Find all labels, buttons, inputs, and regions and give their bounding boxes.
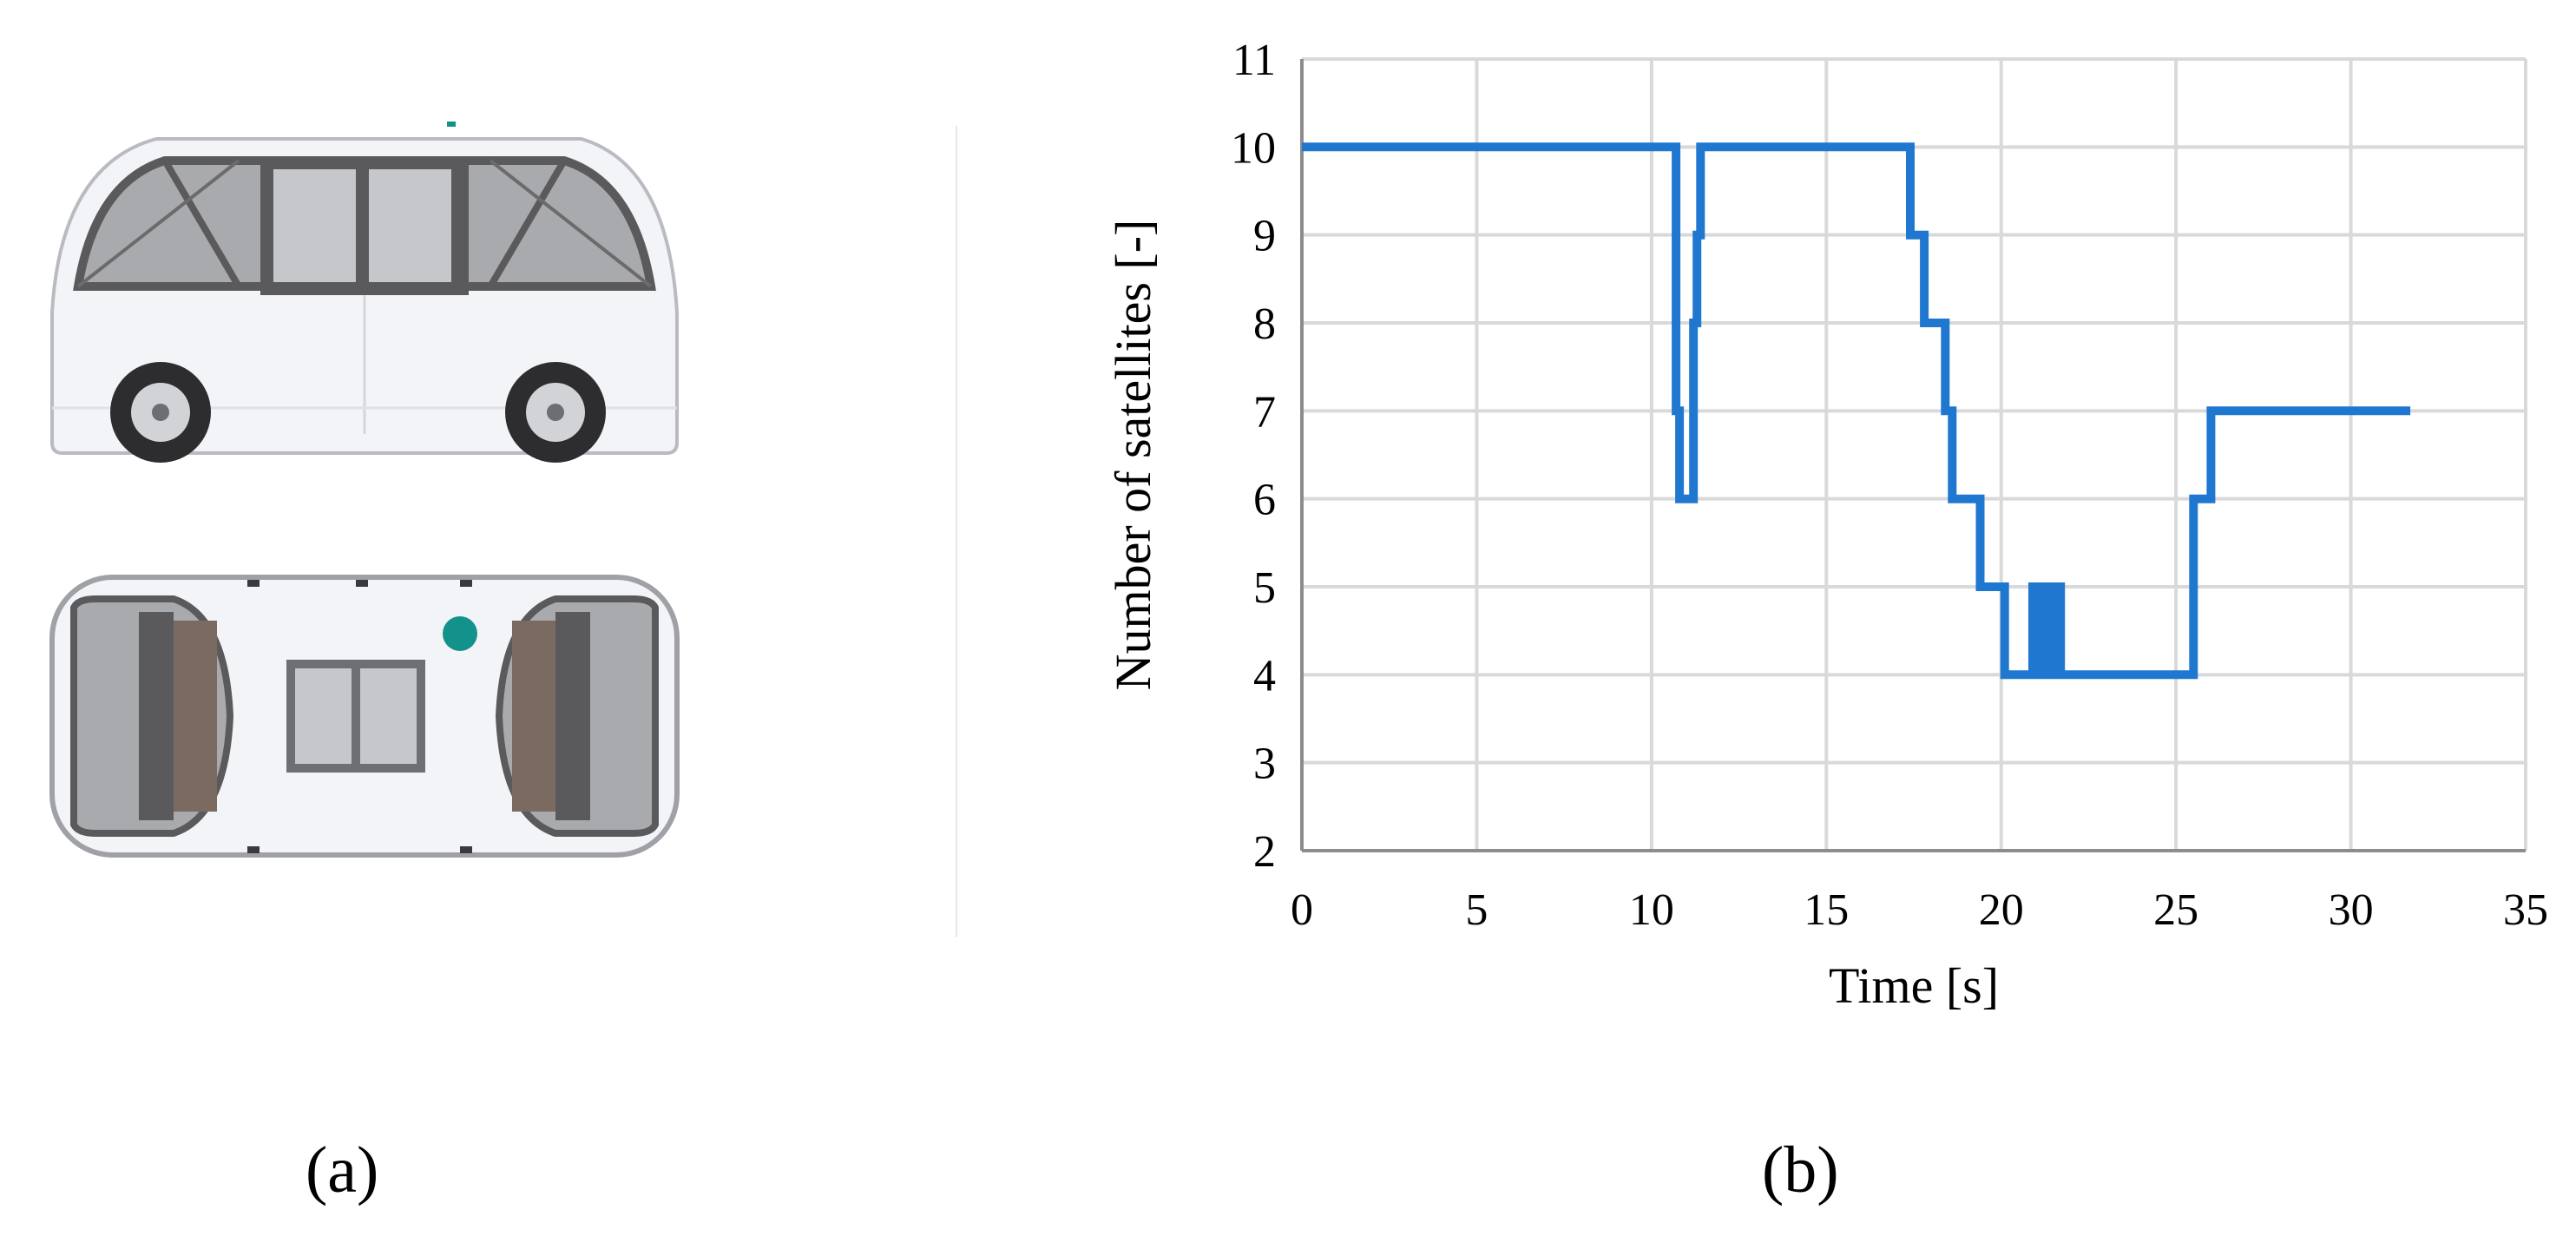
y-tick-label: 9 xyxy=(1253,212,1276,261)
x-axis-title: Time [s] xyxy=(1829,957,1999,1014)
x-tick-label: 35 xyxy=(2503,885,2548,935)
shuttle-top-view-icon xyxy=(49,575,680,858)
tick-labels: 0 5 10 15 20 25 30 35 2 3 4 5 6 7 8 9 10 11 xyxy=(1231,36,2548,935)
y-tick-label: 8 xyxy=(1253,299,1276,349)
series-layer xyxy=(1302,142,2411,680)
series-line xyxy=(1302,142,2411,680)
x-tick-label: 0 xyxy=(1291,885,1313,935)
vehicle-views xyxy=(49,122,680,858)
panel-b-label: (b) xyxy=(1762,1134,1839,1207)
x-tick-label: 15 xyxy=(1804,885,1849,935)
panel-divider xyxy=(956,126,957,937)
y-axis-title: Number of satellites [-] xyxy=(1105,220,1161,691)
panel-a-label: (a) xyxy=(306,1134,379,1207)
x-tick-label: 20 xyxy=(1979,885,2024,935)
y-tick-label: 6 xyxy=(1253,476,1276,525)
y-tick-label: 3 xyxy=(1253,740,1276,789)
x-tick-label: 25 xyxy=(2153,885,2198,935)
axes xyxy=(1300,59,2526,852)
y-tick-label: 2 xyxy=(1253,827,1276,877)
x-tick-label: 30 xyxy=(2329,885,2374,935)
y-tick-label: 4 xyxy=(1253,651,1276,700)
y-tick-label: 11 xyxy=(1232,36,1276,85)
y-tick-label: 7 xyxy=(1253,387,1276,437)
shuttle-side-view-icon xyxy=(50,122,679,463)
x-tick-label: 5 xyxy=(1465,885,1488,935)
y-tick-label: 10 xyxy=(1231,123,1276,173)
x-tick-label: 10 xyxy=(1629,885,1674,935)
y-tick-label: 5 xyxy=(1253,563,1276,613)
